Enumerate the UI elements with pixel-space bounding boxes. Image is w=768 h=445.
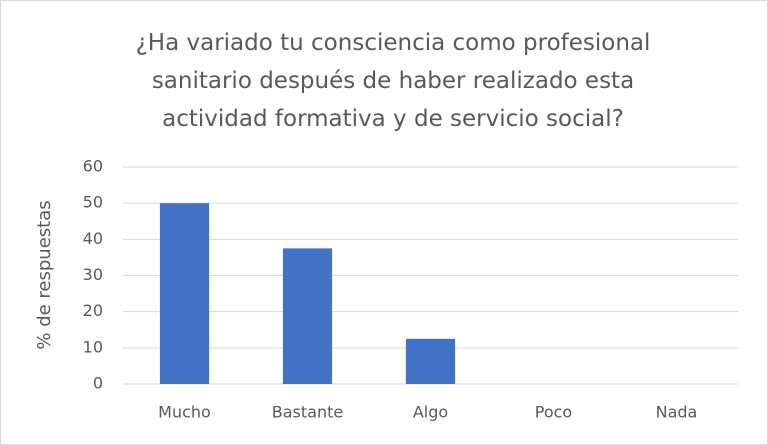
y-tick-label: 50 <box>83 193 103 212</box>
x-tick-label: Poco <box>535 403 572 422</box>
y-tick-label: 40 <box>83 229 103 248</box>
x-tick-label: Algo <box>413 403 448 422</box>
x-tick-label: Bastante <box>272 403 343 422</box>
y-axis-label: % de respuestas <box>34 200 55 349</box>
x-tick-label: Nada <box>656 403 698 422</box>
chart-title: ¿Ha variado tu consciencia como profesio… <box>135 30 651 132</box>
bar <box>282 248 333 384</box>
y-tick-label: 10 <box>83 337 103 356</box>
x-tick-label: Mucho <box>158 403 211 422</box>
bar <box>159 203 210 384</box>
bar <box>405 338 456 384</box>
y-tick-label: 20 <box>83 301 103 320</box>
y-tick-label: 60 <box>83 157 103 176</box>
y-tick-label: 0 <box>93 374 103 393</box>
y-tick-label: 30 <box>83 265 103 284</box>
